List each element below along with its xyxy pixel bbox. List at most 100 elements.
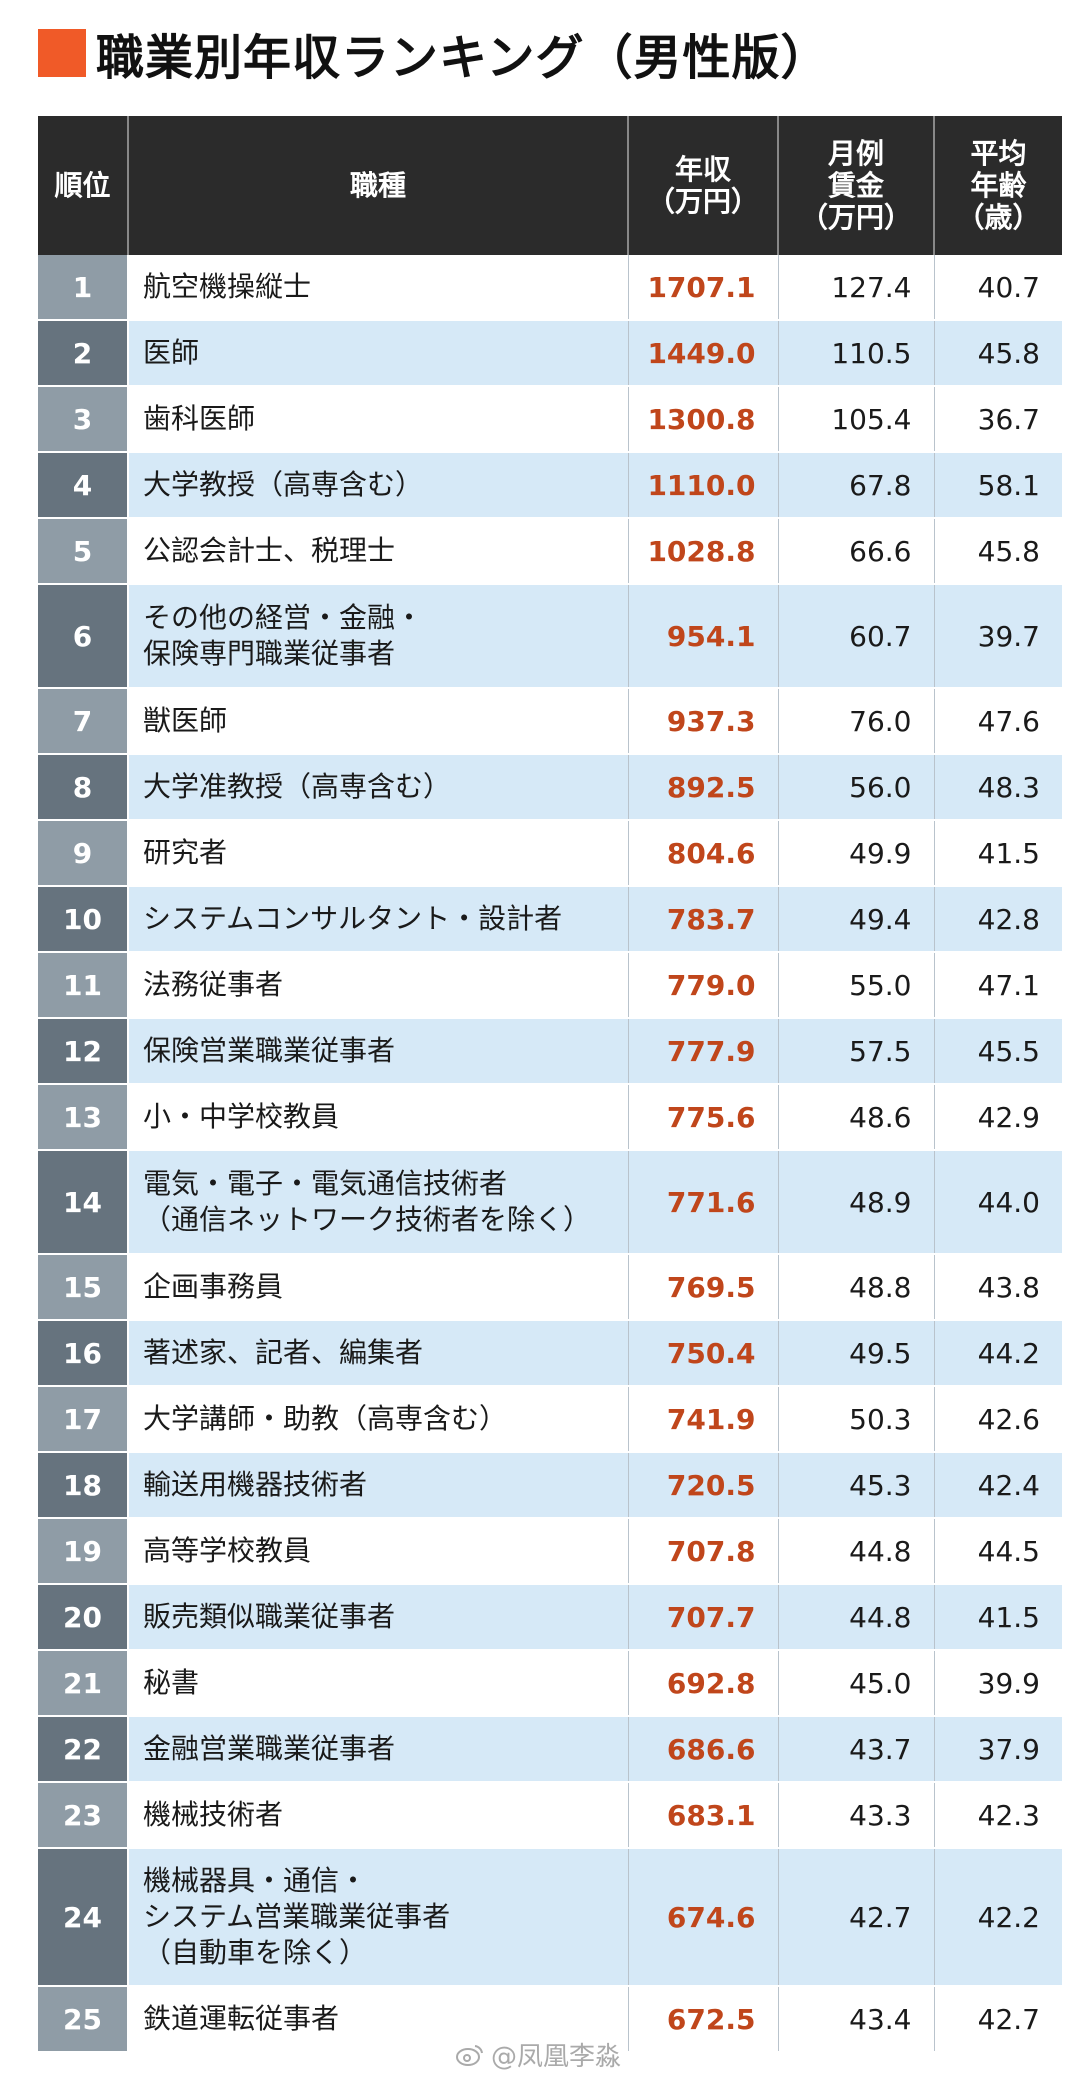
average-age-cell: 36.7 <box>934 386 1062 453</box>
rank-cell: 16 <box>38 1320 129 1387</box>
income-cell: 683.1 <box>628 1782 779 1849</box>
table-row: 19 高等学校教員 707.8 44.8 44.5 <box>38 1518 1062 1585</box>
average-age-cell: 42.9 <box>934 1084 1062 1151</box>
income-cell: 777.9 <box>628 1018 779 1085</box>
income-cell: 804.6 <box>628 820 779 887</box>
rank-cell: 6 <box>38 584 129 689</box>
income-cell: 769.5 <box>628 1254 779 1321</box>
income-cell: 741.9 <box>628 1386 779 1453</box>
rank-cell: 7 <box>38 688 129 755</box>
rank-cell: 25 <box>38 1986 129 2053</box>
average-age-cell: 44.5 <box>934 1518 1062 1585</box>
monthly-wage-cell: 105.4 <box>778 386 935 453</box>
income-cell: 1110.0 <box>628 452 779 519</box>
income-cell: 892.5 <box>628 754 779 821</box>
header-rank: 順位 <box>38 116 129 255</box>
income-cell: 937.3 <box>628 688 779 755</box>
average-age-cell: 41.5 <box>934 1584 1062 1651</box>
income-cell: 720.5 <box>628 1452 779 1519</box>
weibo-icon <box>456 2044 483 2066</box>
income-cell: 750.4 <box>628 1320 779 1387</box>
job-cell: 研究者 <box>128 820 629 887</box>
rank-cell: 10 <box>38 886 129 953</box>
table-row: 7 獣医師 937.3 76.0 47.6 <box>38 688 1062 755</box>
page-title: 職業別年収ランキング（男性版） <box>38 18 830 88</box>
rank-cell: 20 <box>38 1584 129 1651</box>
monthly-wage-cell: 76.0 <box>778 688 935 755</box>
job-cell: 小・中学校教員 <box>128 1084 629 1151</box>
table-row: 8 大学准教授（高専含む） 892.5 56.0 48.3 <box>38 754 1062 821</box>
average-age-cell: 39.7 <box>934 584 1062 689</box>
header-income: 年収 （万円） <box>628 116 779 255</box>
table-row: 14 電気・電子・電気通信技術者 （通信ネットワーク技術者を除く） 771.6 48.… <box>38 1150 1062 1255</box>
average-age-cell: 58.1 <box>934 452 1062 519</box>
table-row: 24 機械器具・通信・ システム営業職業従事者 （自動車を除く） 674.6 42.7… <box>38 1848 1062 1987</box>
job-cell: システムコンサルタント・設計者 <box>128 886 629 953</box>
income-cell: 674.6 <box>628 1848 779 1987</box>
monthly-wage-cell: 49.5 <box>778 1320 935 1387</box>
monthly-wage-cell: 43.3 <box>778 1782 935 1849</box>
job-cell: 大学講師・助教（高専含む） <box>128 1386 629 1453</box>
table-row: 13 小・中学校教員 775.6 48.6 42.9 <box>38 1084 1062 1151</box>
table-row: 18 輸送用機器技術者 720.5 45.3 42.4 <box>38 1452 1062 1519</box>
income-cell: 707.8 <box>628 1518 779 1585</box>
rank-cell: 1 <box>38 255 129 321</box>
income-cell: 783.7 <box>628 886 779 953</box>
average-age-cell: 39.9 <box>934 1650 1062 1717</box>
job-cell: 公認会計士、税理士 <box>128 518 629 585</box>
job-cell: 機械器具・通信・ システム営業職業従事者 （自動車を除く） <box>128 1848 629 1987</box>
monthly-wage-cell: 44.8 <box>778 1518 935 1585</box>
rank-cell: 5 <box>38 518 129 585</box>
table-row: 3 歯科医師 1300.8 105.4 36.7 <box>38 386 1062 453</box>
job-cell: 航空機操縦士 <box>128 255 629 321</box>
income-cell: 1300.8 <box>628 386 779 453</box>
job-cell: 販売類似職業従事者 <box>128 1584 629 1651</box>
monthly-wage-cell: 45.3 <box>778 1452 935 1519</box>
job-cell: 保険営業職業従事者 <box>128 1018 629 1085</box>
rank-cell: 18 <box>38 1452 129 1519</box>
monthly-wage-cell: 110.5 <box>778 320 935 387</box>
average-age-cell: 42.6 <box>934 1386 1062 1453</box>
average-age-cell: 42.4 <box>934 1452 1062 1519</box>
average-age-cell: 47.1 <box>934 952 1062 1019</box>
rank-cell: 24 <box>38 1848 129 1987</box>
average-age-cell: 41.5 <box>934 820 1062 887</box>
table-row: 15 企画事務員 769.5 48.8 43.8 <box>38 1254 1062 1321</box>
average-age-cell: 37.9 <box>934 1716 1062 1783</box>
monthly-wage-cell: 43.7 <box>778 1716 935 1783</box>
monthly-wage-cell: 49.4 <box>778 886 935 953</box>
monthly-wage-cell: 48.9 <box>778 1150 935 1255</box>
average-age-cell: 48.3 <box>934 754 1062 821</box>
table-row: 12 保険営業職業従事者 777.9 57.5 45.5 <box>38 1018 1062 1085</box>
table-row: 2 医師 1449.0 110.5 45.8 <box>38 320 1062 387</box>
average-age-cell: 44.2 <box>934 1320 1062 1387</box>
table-row: 17 大学講師・助教（高専含む） 741.9 50.3 42.6 <box>38 1386 1062 1453</box>
income-cell: 771.6 <box>628 1150 779 1255</box>
monthly-wage-cell: 43.4 <box>778 1986 935 2053</box>
average-age-cell: 45.5 <box>934 1018 1062 1085</box>
rank-cell: 14 <box>38 1150 129 1255</box>
monthly-wage-cell: 67.8 <box>778 452 935 519</box>
table-row: 9 研究者 804.6 49.9 41.5 <box>38 820 1062 887</box>
table-row: 1 航空機操縦士 1707.1 127.4 40.7 <box>38 255 1062 321</box>
job-cell: 輸送用機器技術者 <box>128 1452 629 1519</box>
table-row: 16 著述家、記者、編集者 750.4 49.5 44.2 <box>38 1320 1062 1387</box>
average-age-cell: 47.6 <box>934 688 1062 755</box>
job-cell: 獣医師 <box>128 688 629 755</box>
watermark: @凤凰李淼 <box>455 2036 622 2073</box>
header-job: 職種 <box>128 116 629 255</box>
table-row: 11 法務従事者 779.0 55.0 47.1 <box>38 952 1062 1019</box>
monthly-wage-cell: 49.9 <box>778 820 935 887</box>
income-cell: 1449.0 <box>628 320 779 387</box>
monthly-wage-cell: 50.3 <box>778 1386 935 1453</box>
rank-cell: 22 <box>38 1716 129 1783</box>
monthly-wage-cell: 56.0 <box>778 754 935 821</box>
rank-cell: 15 <box>38 1254 129 1321</box>
monthly-wage-cell: 60.7 <box>778 584 935 689</box>
table-row: 22 金融営業職業従事者 686.6 43.7 37.9 <box>38 1716 1062 1783</box>
average-age-cell: 42.7 <box>934 1986 1062 2053</box>
monthly-wage-cell: 48.8 <box>778 1254 935 1321</box>
rank-cell: 13 <box>38 1084 129 1151</box>
rank-cell: 3 <box>38 386 129 453</box>
monthly-wage-cell: 66.6 <box>778 518 935 585</box>
